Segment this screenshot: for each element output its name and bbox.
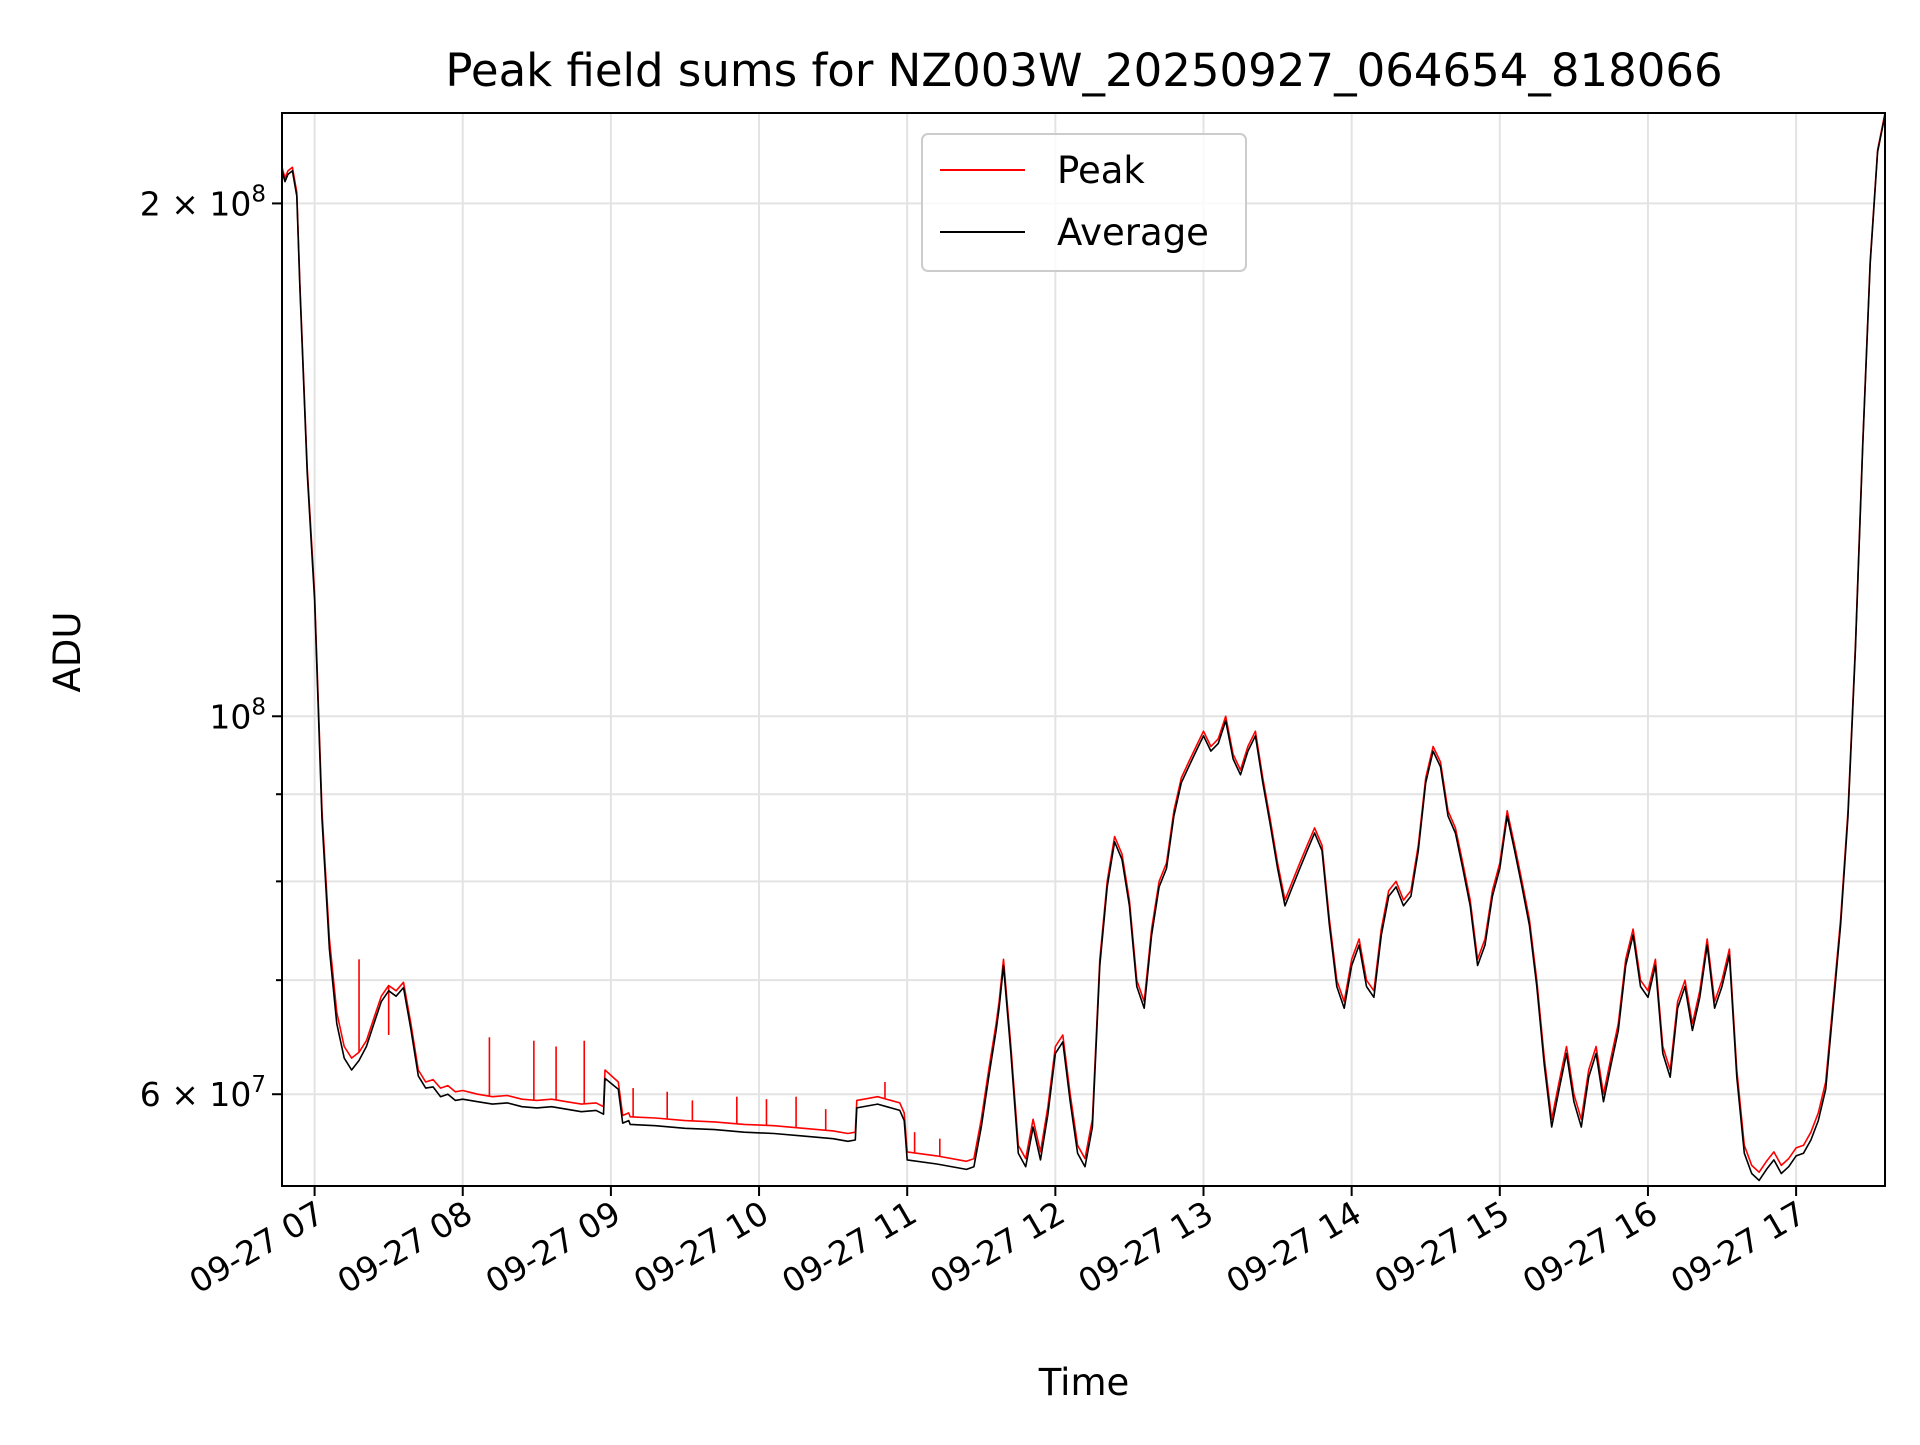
y-tick-label: 6 × 107 <box>140 1072 266 1114</box>
y-tick-label: 108 <box>209 694 266 736</box>
plot-layer <box>282 113 1885 1182</box>
chart-title: Peak field sums for NZ003W_20250927_0646… <box>445 44 1722 97</box>
y-tick-label: 2 × 108 <box>140 181 266 223</box>
x-axis-label: Time <box>1038 1361 1130 1404</box>
plot-frame <box>281 112 1886 1187</box>
legend-label-peak: Peak <box>1057 149 1145 192</box>
legend-box <box>921 133 1247 272</box>
y-axis-ticks: 6 × 107 108 2 × 108 <box>140 181 282 1114</box>
legend: Peak Average <box>921 133 1247 272</box>
series-line-average <box>282 114 1885 1182</box>
legend-label-average: Average <box>1057 211 1209 254</box>
y-axis-label: ADU <box>46 612 89 693</box>
